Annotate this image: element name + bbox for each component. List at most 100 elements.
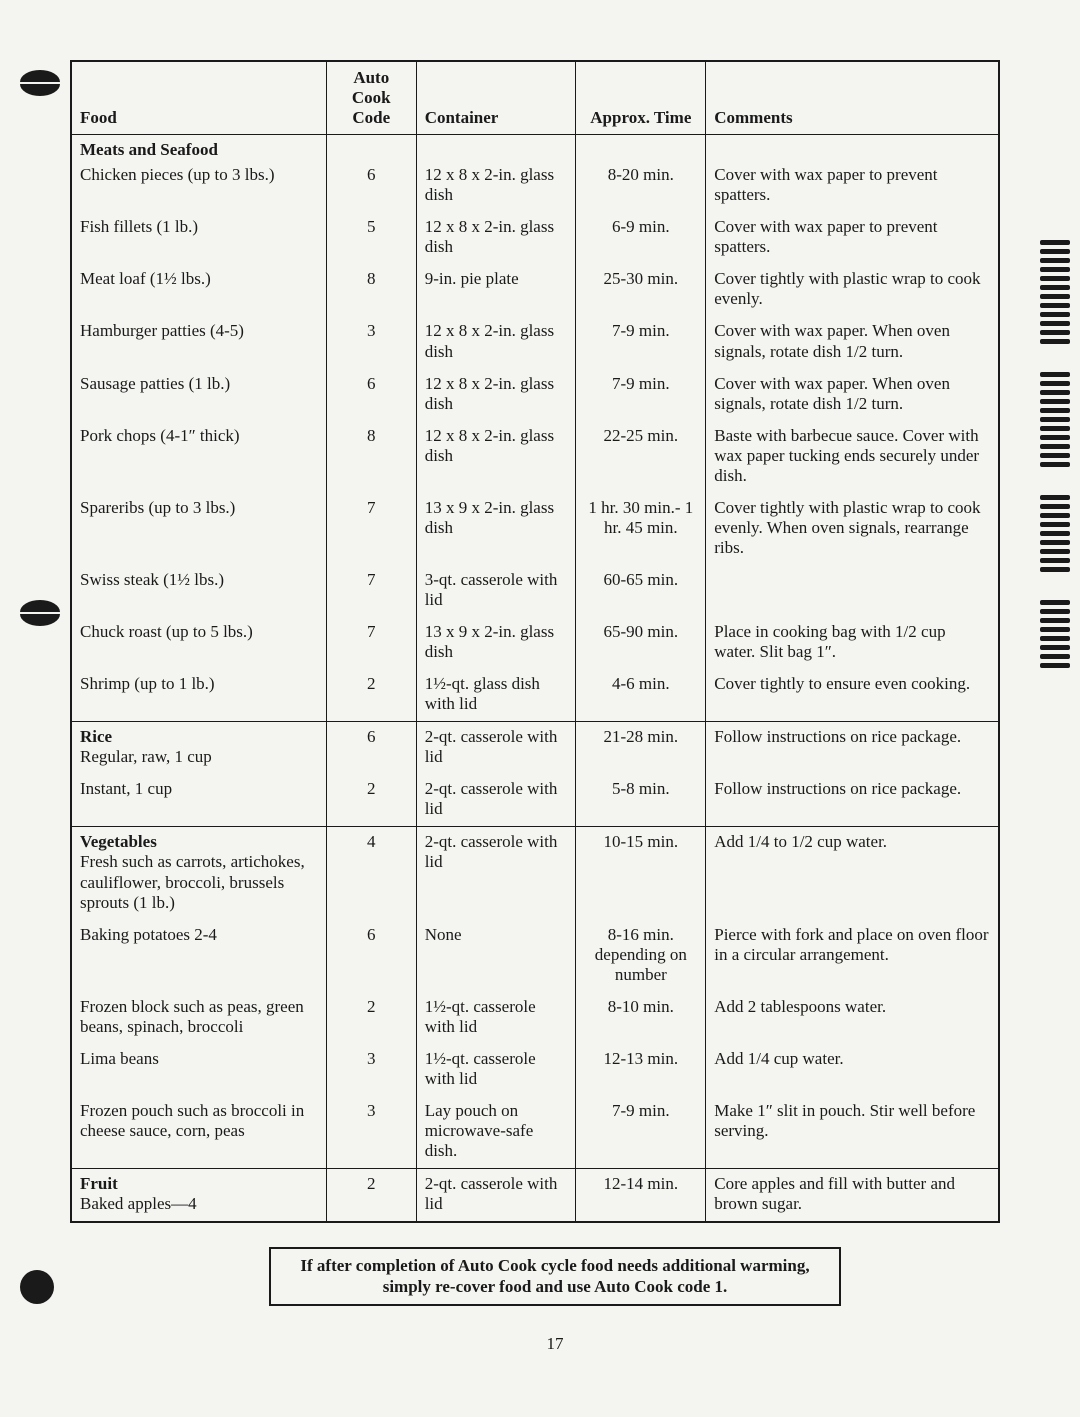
section-heading-row: Meats and Seafood: [71, 135, 999, 161]
cell-comments: Core apples and fill with butter and bro…: [706, 1169, 999, 1223]
cell-code: 8: [326, 264, 416, 316]
table-row: Fish fillets (1 lb.)512 x 8 x 2-in. glas…: [71, 212, 999, 264]
cell-code: 7: [326, 617, 416, 669]
cell-code: 5: [326, 212, 416, 264]
table-row: Chicken pieces (up to 3 lbs.)612 x 8 x 2…: [71, 160, 999, 212]
cell-code: 6: [326, 920, 416, 992]
cell-comments: Pierce with fork and place on oven floor…: [706, 920, 999, 992]
table-row: Shrimp (up to 1 lb.)21½-qt. glass dish w…: [71, 669, 999, 722]
cell-container: 2-qt. casserole with lid: [416, 827, 576, 920]
cell-container: 1½-qt. casserole with lid: [416, 1044, 576, 1096]
cell-comments: Cover tightly to ensure even cooking.: [706, 669, 999, 722]
cell-comments: Cover with wax paper to prevent spatters…: [706, 212, 999, 264]
cell-food: Lima beans: [71, 1044, 326, 1096]
table-row: Lima beans31½-qt. casserole with lid12-1…: [71, 1044, 999, 1096]
cell-comments: Add 2 tablespoons water.: [706, 992, 999, 1044]
cell-comments: Cover tightly with plastic wrap to cook …: [706, 493, 999, 565]
table-row: Frozen pouch such as broccoli in cheese …: [71, 1096, 999, 1169]
cell-container: 1½-qt. casserole with lid: [416, 992, 576, 1044]
cell-time: 4-6 min.: [576, 669, 706, 722]
cell-container: None: [416, 920, 576, 992]
cell-code: 2: [326, 669, 416, 722]
cell-container: 12 x 8 x 2-in. glass dish: [416, 369, 576, 421]
cell-comments: Add 1/4 to 1/2 cup water.: [706, 827, 999, 920]
cell-code: 7: [326, 565, 416, 617]
header-time: Approx. Time: [576, 61, 706, 135]
cell-comments: Make 1″ slit in pouch. Stir well before …: [706, 1096, 999, 1169]
cell-container: Lay pouch on microwave-safe dish.: [416, 1096, 576, 1169]
cell-food: Chuck roast (up to 5 lbs.): [71, 617, 326, 669]
cell-time: 12-14 min.: [576, 1169, 706, 1223]
cell-comments: Follow instructions on rice package.: [706, 774, 999, 827]
cell-container: 1½-qt. glass dish with lid: [416, 669, 576, 722]
table-row: VegetablesFresh such as carrots, articho…: [71, 827, 999, 920]
section-title: Rice: [80, 727, 318, 747]
cell-food: Shrimp (up to 1 lb.): [71, 669, 326, 722]
cell-food: Sausage patties (1 lb.): [71, 369, 326, 421]
cell-time: 8-16 min. depending on number: [576, 920, 706, 992]
cell-time: 10-15 min.: [576, 827, 706, 920]
cell-container: 2-qt. casserole with lid: [416, 722, 576, 775]
cell-code: 4: [326, 827, 416, 920]
cell-container: 12 x 8 x 2-in. glass dish: [416, 212, 576, 264]
header-code: Auto Cook Code: [326, 61, 416, 135]
cell-time: 65-90 min.: [576, 617, 706, 669]
table-row: Instant, 1 cup22-qt. casserole with lid5…: [71, 774, 999, 827]
cell-container: 12 x 8 x 2-in. glass dish: [416, 160, 576, 212]
cell-food: Chicken pieces (up to 3 lbs.): [71, 160, 326, 212]
table-row: Meat loaf (1½ lbs.)89-in. pie plate25-30…: [71, 264, 999, 316]
cell-code: 6: [326, 722, 416, 775]
cell-container: 2-qt. casserole with lid: [416, 1169, 576, 1223]
cell-code: 7: [326, 493, 416, 565]
cell-food: RiceRegular, raw, 1 cup: [71, 722, 326, 775]
cell-comments: Add 1/4 cup water.: [706, 1044, 999, 1096]
cell-comments: Cover with wax paper. When oven signals,…: [706, 369, 999, 421]
header-food: Food: [71, 61, 326, 135]
cell-comments: Follow instructions on rice package.: [706, 722, 999, 775]
cell-food: Meat loaf (1½ lbs.): [71, 264, 326, 316]
cell-code: 8: [326, 421, 416, 493]
cell-food: Pork chops (4-1″ thick): [71, 421, 326, 493]
cell-food: VegetablesFresh such as carrots, articho…: [71, 827, 326, 920]
table-row: FruitBaked apples—422-qt. casserole with…: [71, 1169, 999, 1223]
cell-time: 8-10 min.: [576, 992, 706, 1044]
section-title: Fruit: [80, 1174, 318, 1194]
cell-food: Baking potatoes 2-4: [71, 920, 326, 992]
table-row: Hamburger patties (4-5)312 x 8 x 2-in. g…: [71, 316, 999, 368]
cell-food: Swiss steak (1½ lbs.): [71, 565, 326, 617]
cell-time: 8-20 min.: [576, 160, 706, 212]
cell-comments: [706, 565, 999, 617]
table-row: Chuck roast (up to 5 lbs.)713 x 9 x 2-in…: [71, 617, 999, 669]
table-row: RiceRegular, raw, 1 cup62-qt. casserole …: [71, 722, 999, 775]
cell-time: 25-30 min.: [576, 264, 706, 316]
cell-time: 12-13 min.: [576, 1044, 706, 1096]
cell-time: 7-9 min.: [576, 1096, 706, 1169]
header-container: Container: [416, 61, 576, 135]
cell-comments: Cover with wax paper. When oven signals,…: [706, 316, 999, 368]
table-row: Baking potatoes 2-46None8-16 min. depend…: [71, 920, 999, 992]
header-comments: Comments: [706, 61, 999, 135]
cell-time: 60-65 min.: [576, 565, 706, 617]
cell-time: 21-28 min.: [576, 722, 706, 775]
cell-food: Instant, 1 cup: [71, 774, 326, 827]
cell-code: 2: [326, 774, 416, 827]
cell-container: 2-qt. casserole with lid: [416, 774, 576, 827]
cell-container: 13 x 9 x 2-in. glass dish: [416, 617, 576, 669]
table-row: Pork chops (4-1″ thick)812 x 8 x 2-in. g…: [71, 421, 999, 493]
cell-food: Frozen block such as peas, green beans, …: [71, 992, 326, 1044]
cooking-guide-table: Food Auto Cook Code Container Approx. Ti…: [70, 60, 1000, 1223]
cell-code: 6: [326, 369, 416, 421]
cell-code: 3: [326, 1096, 416, 1169]
cell-code: 3: [326, 316, 416, 368]
cell-container: 3-qt. casserole with lid: [416, 565, 576, 617]
table-row: Swiss steak (1½ lbs.)73-qt. casserole wi…: [71, 565, 999, 617]
cell-food: Hamburger patties (4-5): [71, 316, 326, 368]
cell-food: Spareribs (up to 3 lbs.): [71, 493, 326, 565]
section-title: Meats and Seafood: [71, 135, 326, 161]
cell-time: 7-9 min.: [576, 369, 706, 421]
cell-code: 3: [326, 1044, 416, 1096]
cell-time: 7-9 min.: [576, 316, 706, 368]
cell-time: 6-9 min.: [576, 212, 706, 264]
cell-comments: Cover with wax paper to prevent spatters…: [706, 160, 999, 212]
table-row: Sausage patties (1 lb.)612 x 8 x 2-in. g…: [71, 369, 999, 421]
